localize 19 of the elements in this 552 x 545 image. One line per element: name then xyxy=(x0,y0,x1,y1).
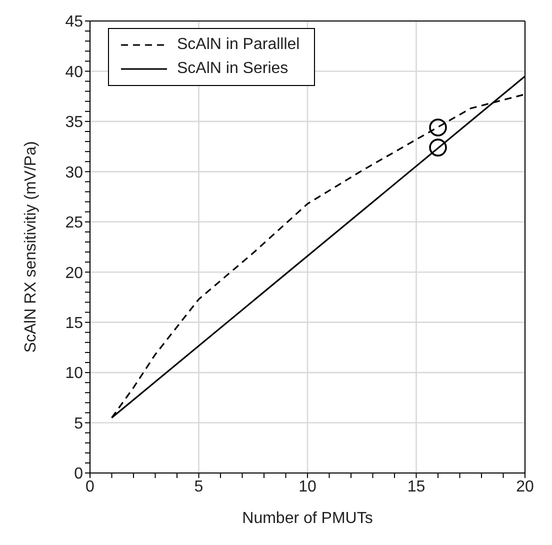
y-tick-label: 40 xyxy=(65,64,84,81)
y-tick-label: 30 xyxy=(65,164,84,182)
y-tick-label: 5 xyxy=(74,415,84,432)
y-tick-label: 45 xyxy=(65,14,84,31)
y-tick-label: 25 xyxy=(65,214,84,232)
y-tick-label: 35 xyxy=(65,114,84,132)
x-axis-title: Number of PMUTs xyxy=(242,510,373,527)
y-tick-label: 15 xyxy=(65,315,84,332)
y-axis-title: ScAlN RX sensitivitiy (mV/Pa) xyxy=(22,141,40,353)
x-tick-label: 5 xyxy=(194,478,204,496)
legend-label: ScAlN in Paralllel xyxy=(177,35,300,55)
x-tick-label: 20 xyxy=(516,478,534,496)
x-tick-label: 10 xyxy=(298,478,316,496)
legend-label: ScAlN in Series xyxy=(177,59,288,79)
y-tick-label: 20 xyxy=(65,264,84,282)
x-tick-label: 0 xyxy=(86,478,95,496)
x-tick-label: 15 xyxy=(407,478,426,496)
y-tick-label: 0 xyxy=(74,466,84,483)
y-tick-label: 10 xyxy=(65,365,84,382)
